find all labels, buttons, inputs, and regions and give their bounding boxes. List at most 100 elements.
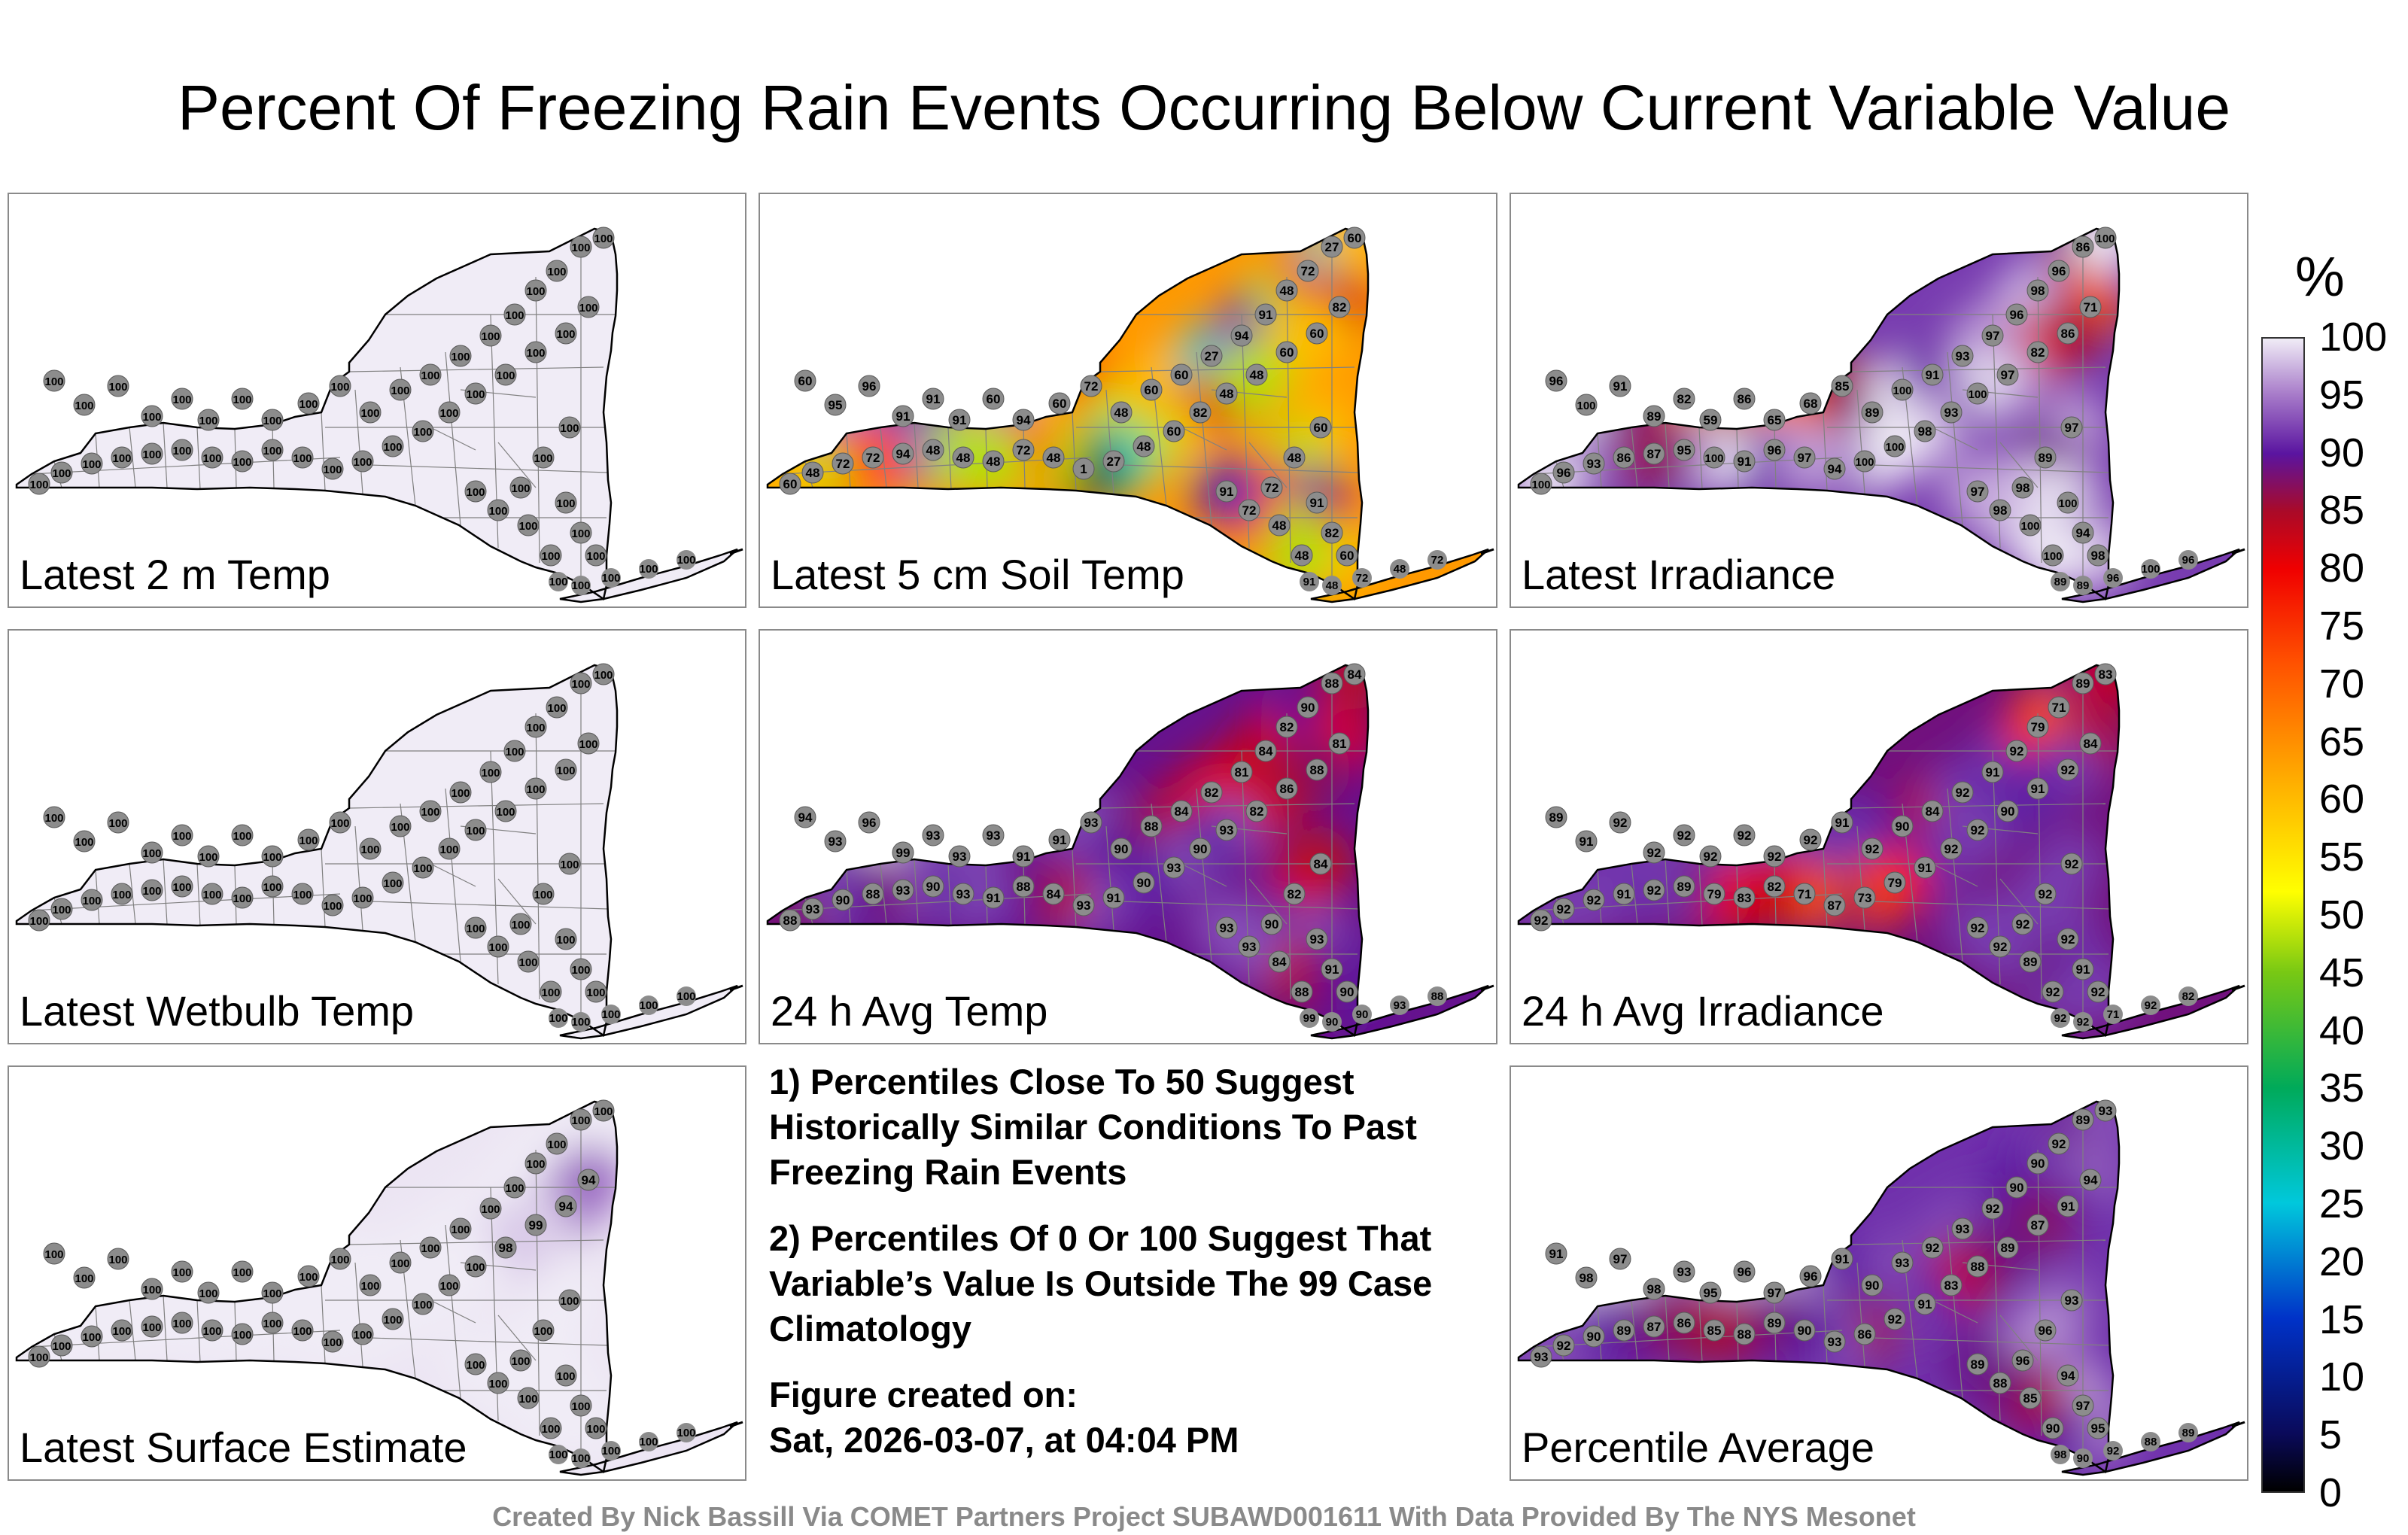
station-dot [81, 452, 103, 475]
station-marker: 73 [1853, 886, 1876, 909]
station-dot [1260, 913, 1283, 935]
station-dot [509, 476, 532, 499]
station-value: 99 [896, 846, 911, 860]
station-marker: 79 [2026, 716, 2049, 738]
station-dot [231, 1323, 254, 1345]
station-dot [261, 875, 284, 898]
station-value: 81 [1235, 765, 1249, 780]
long-island-outline [2061, 984, 2240, 1040]
station-marker: 92 [1981, 1197, 2004, 1220]
station-dot [73, 394, 96, 416]
station-dot [555, 322, 577, 345]
station-value: 100 [2058, 497, 2077, 510]
station-marker: 95 [1699, 1281, 1722, 1304]
station-marker: 93 [1530, 1345, 1552, 1368]
notes-block: 1) Percentiles Close To 50 Suggest Histo… [769, 1059, 1491, 1463]
station-dot [1921, 363, 1944, 386]
station-value: 48 [1288, 451, 1302, 465]
station-dot [2034, 446, 2057, 469]
station-value: 93 [1242, 940, 1257, 954]
station-value: 100 [586, 986, 605, 999]
station-dot [2026, 716, 2049, 738]
station-value: 88 [866, 887, 880, 901]
station-dot [1853, 1323, 1876, 1345]
station-dot [639, 1432, 658, 1451]
station-dot [1552, 898, 1575, 920]
station-dot [1914, 856, 1936, 879]
station-marker: 89 [2073, 576, 2093, 595]
county-line [1105, 389, 1114, 494]
station-value: 100 [518, 956, 537, 969]
county-line [914, 422, 919, 488]
station-dot [1884, 871, 1906, 894]
station-dot [1966, 916, 1989, 939]
station-dot [1891, 378, 1914, 401]
station-marker: 92 [1799, 828, 1822, 851]
station-marker: 91 [1300, 572, 1319, 591]
station-marker: 48 [1245, 363, 1268, 386]
station-marker: 93 [2060, 1289, 2083, 1312]
station-marker: 90 [1189, 837, 1212, 860]
station-value: 60 [1175, 368, 1189, 382]
station-marker: 94 [555, 1195, 577, 1217]
station-marker: 83 [1940, 1274, 1963, 1296]
station-dot [43, 806, 65, 828]
station-marker: 89 [2034, 446, 2057, 469]
station-value: 100 [466, 388, 485, 401]
station-marker: 83 [1733, 886, 1756, 909]
station-marker: 88 [779, 909, 801, 932]
station-dot [532, 1319, 555, 1342]
station-dot [1080, 375, 1102, 397]
station-dot [1552, 461, 1575, 484]
station-value: 100 [360, 407, 379, 420]
station-value: 71 [2084, 300, 2098, 315]
colorbar-tick-label: 20 [2319, 1239, 2365, 1284]
station-value: 100 [323, 900, 342, 913]
station-marker: 94 [1230, 324, 1253, 347]
station-dot [261, 439, 284, 461]
station-value: 92 [2065, 857, 2079, 871]
station-dot [1613, 446, 1635, 469]
station-value: 79 [2031, 720, 2045, 734]
station-dot [570, 236, 592, 258]
station-dot [1200, 781, 1223, 804]
island-tip [2231, 548, 2245, 555]
colorbar-tick-label: 65 [2319, 719, 2365, 764]
station-value: 97 [1768, 1286, 1782, 1300]
station-dot [2073, 1012, 2093, 1032]
station-dot [321, 1330, 344, 1353]
station-value: 94 [1017, 413, 1031, 427]
station-value: 100 [233, 456, 251, 469]
station-value: 87 [1647, 1320, 1662, 1334]
station-marker: 100 [555, 928, 577, 950]
station-value: 100 [1885, 441, 1904, 454]
station-dot [1012, 409, 1035, 431]
station-value: 100 [549, 576, 567, 588]
county-line [1120, 464, 1360, 473]
station-marker: 81 [1328, 732, 1351, 755]
station-value: 72 [1084, 379, 1099, 394]
station-marker: 100 [601, 1441, 621, 1461]
station-dot [2087, 1417, 2109, 1439]
station-value: 89 [1677, 880, 1692, 894]
station-value: 87 [1828, 898, 1842, 913]
station-value: 100 [639, 563, 658, 576]
station-value: 90 [1301, 701, 1315, 715]
station-marker: 89 [1861, 401, 1884, 424]
station-marker: 91 [1215, 480, 1238, 503]
station-value: 91 [1325, 962, 1339, 977]
station-dot [1884, 435, 1906, 457]
station-value: 27 [1205, 349, 1219, 363]
station-dot [389, 378, 412, 401]
station-dot [1170, 800, 1193, 822]
station-value: 84 [1348, 667, 1362, 682]
colorbar-tick-label: 75 [2319, 603, 2365, 649]
colorbar-tick-label: 85 [2319, 488, 2365, 533]
station-value: 82 [1280, 720, 1294, 734]
station-dot [1921, 800, 1944, 822]
station-dot [540, 980, 562, 1003]
station-marker: 98 [1914, 420, 1936, 442]
station-marker: 85 [1703, 1319, 1725, 1342]
station-dot [2026, 1214, 2049, 1236]
station-dot [1884, 1308, 1906, 1330]
